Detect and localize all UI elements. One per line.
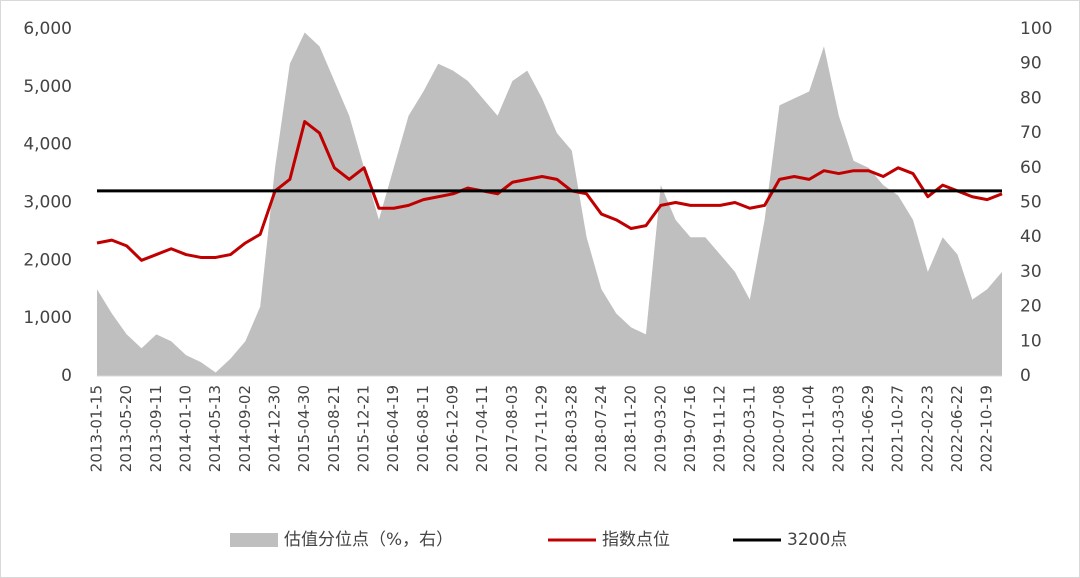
x-tick-label: 2014-01-10	[177, 385, 195, 472]
y2-tick-label: 40	[1020, 227, 1042, 247]
x-tick-label: 2013-01-15	[88, 385, 106, 472]
line	[96, 120, 1003, 262]
y-tick-label: 3,000	[23, 193, 72, 213]
x-tick-label: 2021-03-03	[829, 385, 847, 472]
y-tick-label: 1,000	[23, 308, 72, 328]
x-tick-label: 2016-04-19	[384, 385, 402, 472]
x-tick-label: 2016-08-11	[414, 385, 432, 472]
x-tick-label: 2018-07-24	[592, 385, 610, 472]
x-tick-label: 2014-12-30	[266, 385, 284, 472]
y2-tick-label: 100	[1020, 19, 1052, 39]
x-tick-label: 2013-09-11	[147, 385, 165, 472]
x-tick-label: 2014-09-02	[236, 385, 254, 472]
x-tick-label: 2021-10-27	[889, 385, 907, 472]
y2-tick-label: 80	[1020, 88, 1042, 108]
y2-tick-label: 90	[1020, 54, 1042, 74]
y-tick-label: 6,000	[23, 19, 72, 39]
x-tick-label: 2015-12-21	[355, 385, 373, 472]
x-tick-label: 2015-04-30	[295, 385, 313, 472]
x-tick-label: 2021-06-29	[859, 385, 877, 472]
x-tick-label: 2017-11-29	[533, 385, 551, 472]
x-tick-label: 2016-12-09	[444, 385, 462, 472]
legend-label: 指数点位	[602, 530, 670, 550]
x-tick-label: 2022-10-19	[978, 385, 996, 472]
x-tick-label: 2018-11-20	[622, 385, 640, 472]
x-tick-label: 2019-03-20	[651, 385, 669, 472]
x-tick-label: 2014-05-13	[206, 385, 224, 472]
x-tick-label: 2017-04-11	[473, 385, 491, 472]
y2-tick-label: 30	[1020, 262, 1042, 282]
legend-label: 估值分位点（%，右）	[284, 530, 453, 550]
x-tick-label: 2020-03-11	[740, 385, 758, 472]
y-tick-label: 5,000	[23, 77, 72, 97]
x-tick-label: 2015-08-21	[325, 385, 343, 472]
area	[97, 32, 1002, 376]
y2-tick-label: 10	[1020, 331, 1042, 351]
x-tick-label: 2020-11-04	[800, 385, 818, 472]
x-tick-label: 2020-07-08	[770, 385, 788, 472]
y2-tick-label: 20	[1020, 297, 1042, 317]
y2-tick-label: 50	[1020, 193, 1042, 213]
y-tick-label: 2,000	[23, 250, 72, 270]
x-tick-label: 2019-11-12	[711, 385, 729, 472]
y2-tick-label: 60	[1020, 158, 1042, 178]
legend-swatch	[230, 533, 278, 547]
x-tick-label: 2022-02-23	[918, 385, 936, 472]
x-tick-label: 2019-07-16	[681, 385, 699, 472]
y-tick-label: 4,000	[23, 135, 72, 155]
y2-tick-label: 70	[1020, 123, 1042, 143]
y2-tick-label: 0	[1020, 366, 1031, 386]
y-tick-label: 0	[61, 366, 72, 386]
x-tick-label: 2018-03-28	[562, 385, 580, 472]
x-tick-label: 2022-06-22	[948, 385, 966, 472]
x-tick-label: 2017-08-03	[503, 385, 521, 472]
legend-label: 3200点	[787, 530, 847, 550]
x-tick-label: 2013-05-20	[117, 385, 135, 472]
